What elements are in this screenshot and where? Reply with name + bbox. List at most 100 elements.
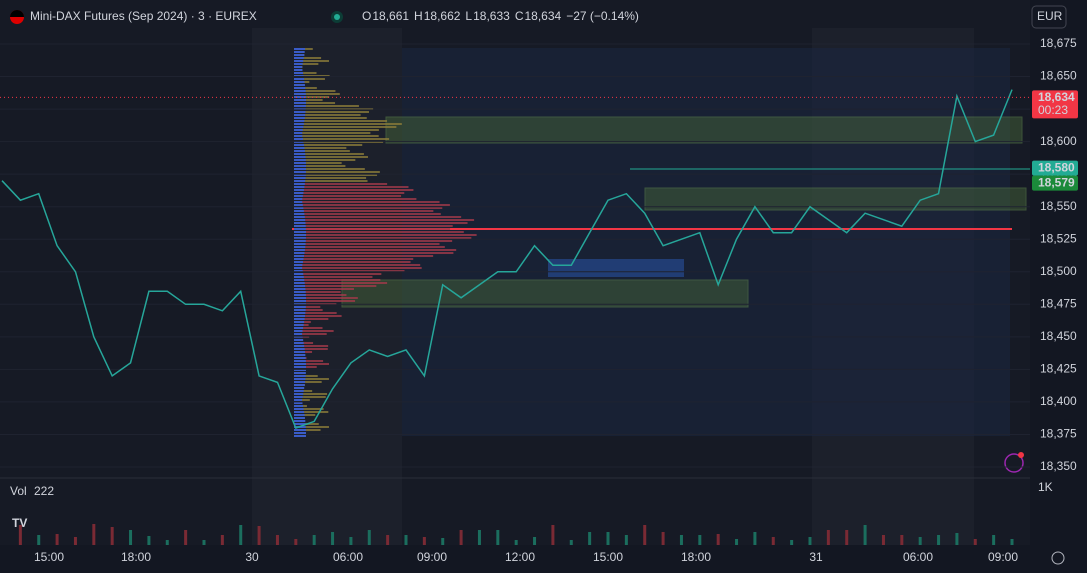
profile-bar <box>294 261 411 263</box>
profile-bar <box>294 75 304 77</box>
profile-bar <box>294 90 306 92</box>
profile-bar <box>294 168 365 170</box>
profile-bar <box>294 414 305 416</box>
profile-bar <box>294 213 305 215</box>
profile-bar <box>294 279 381 281</box>
profile-bar <box>294 381 306 383</box>
profile-bar <box>294 375 306 377</box>
profile-bar <box>294 147 305 149</box>
profile-bar <box>294 174 378 176</box>
profile-bar <box>294 171 306 173</box>
alert-icon[interactable] <box>1004 453 1024 473</box>
profile-bar <box>294 360 324 362</box>
profile-bar <box>294 183 305 185</box>
profile-bar <box>294 267 422 269</box>
profile-bar <box>294 291 341 293</box>
profile-bar <box>294 57 304 59</box>
profile-bar <box>294 279 305 281</box>
alert-dot <box>1018 452 1024 458</box>
profile-bar <box>294 165 306 167</box>
profile-bar <box>294 123 402 125</box>
profile-bar <box>294 195 303 197</box>
price-tick-label: 18,450 <box>1040 329 1077 343</box>
profile-bar <box>294 387 305 389</box>
profile-bar <box>294 222 468 224</box>
time-tick-label: 15:00 <box>34 550 64 564</box>
profile-bar <box>294 228 306 230</box>
profile-bar <box>294 270 303 272</box>
profile-bar <box>294 222 306 224</box>
profile-bar <box>294 393 304 395</box>
profile-bar <box>294 168 306 170</box>
profile-bar <box>294 282 388 284</box>
profile-bar <box>294 309 306 311</box>
profile-bar <box>294 429 306 431</box>
profile-bar <box>294 207 304 209</box>
profile-bar <box>294 285 377 287</box>
profile-bar <box>294 327 323 329</box>
profile-bar <box>294 126 397 128</box>
profile-bar <box>294 210 434 212</box>
profile-bar <box>294 177 367 179</box>
profile-bar <box>294 420 306 422</box>
profile-bar <box>294 261 303 263</box>
profile-bar <box>294 408 304 410</box>
volume-label: Vol <box>10 484 27 498</box>
profile-bar <box>294 138 303 140</box>
profile-bar <box>294 162 306 164</box>
profile-bar <box>294 273 304 275</box>
profile-bar <box>294 315 305 317</box>
profile-bar <box>294 252 454 254</box>
profile-bar <box>294 411 329 413</box>
profile-bar <box>294 396 303 398</box>
profile-bar <box>294 393 328 395</box>
profile-bar <box>294 78 325 80</box>
profile-bar <box>294 288 354 290</box>
price-tick-label: 18,525 <box>1040 231 1077 245</box>
profile-bar <box>294 264 303 266</box>
profile-bar <box>294 123 304 125</box>
profile-bar <box>294 294 347 296</box>
ohlc-value: 18,661 <box>372 9 409 23</box>
profile-bar <box>294 276 304 278</box>
time-tick-label: 31 <box>809 550 823 564</box>
profile-bar <box>294 105 359 107</box>
profile-bar <box>294 198 303 200</box>
profile-bar <box>294 297 306 299</box>
profile-bar <box>294 93 306 95</box>
profile-bar <box>294 243 440 245</box>
ohlc-value: 18,633 <box>473 9 510 23</box>
profile-bar <box>294 48 306 50</box>
profile-bar <box>294 198 417 200</box>
profile-bar <box>294 150 350 152</box>
currency[interactable]: EUR <box>1037 9 1063 23</box>
profile-bar <box>294 225 453 227</box>
profile-bar <box>294 327 304 329</box>
profile-bar <box>294 177 306 179</box>
profile-bar <box>294 150 305 152</box>
ohlc-key: C <box>515 9 524 23</box>
profile-bar <box>294 93 340 95</box>
time-tick-label: 18:00 <box>121 550 151 564</box>
profile-bar <box>294 288 306 290</box>
range-box <box>402 48 1010 436</box>
profile-bar <box>294 345 305 347</box>
time-tick-label: 06:00 <box>903 550 933 564</box>
time-tick-label: 18:00 <box>681 550 711 564</box>
profile-bar <box>294 234 306 236</box>
currency-button[interactable] <box>1031 5 1067 29</box>
profile-bar <box>294 228 451 230</box>
profile-bar <box>294 345 329 347</box>
settings-icon[interactable] <box>1051 551 1065 565</box>
countdown: 00:23 <box>1038 103 1068 117</box>
profile-bar <box>294 189 414 191</box>
profile-bar <box>294 237 306 239</box>
profile-bar <box>294 384 305 386</box>
profile-bar <box>294 372 306 374</box>
symbol-title[interactable]: Mini-DAX Futures (Sep 2024) · 3 · EUREX <box>30 9 257 23</box>
profile-bar <box>294 180 368 182</box>
price-tick-label: 18,650 <box>1040 69 1077 83</box>
profile-bar <box>294 183 388 185</box>
profile-bar <box>294 99 306 101</box>
